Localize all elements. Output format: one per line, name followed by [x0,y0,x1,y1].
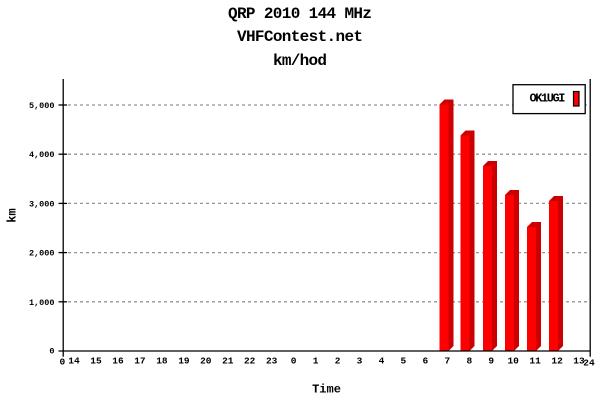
svg-text:21: 21 [222,356,234,367]
svg-text:16: 16 [112,356,124,367]
svg-text:22: 22 [244,356,256,367]
svg-text:7: 7 [444,356,450,367]
svg-text:4: 4 [379,356,385,367]
svg-text:km/hod: km/hod [273,52,327,70]
svg-text:0: 0 [59,357,65,368]
svg-text:4,000: 4,000 [29,150,55,160]
svg-text:5: 5 [401,356,407,367]
svg-text:2: 2 [335,356,341,367]
svg-text:3: 3 [357,356,363,367]
svg-text:Time: Time [312,383,341,397]
svg-text:15: 15 [90,356,102,367]
svg-text:13: 13 [573,356,585,367]
svg-text:OK1UGI: OK1UGI [530,92,566,106]
svg-text:9: 9 [488,356,494,367]
svg-text:1: 1 [313,356,319,367]
svg-text:0: 0 [291,356,297,367]
svg-text:QRP 2010 144 MHz: QRP 2010 144 MHz [228,5,372,23]
svg-text:0: 0 [49,347,54,357]
svg-text:10: 10 [507,356,519,367]
svg-text:11: 11 [529,356,541,367]
svg-text:17: 17 [134,356,146,367]
svg-text:19: 19 [178,356,190,367]
svg-text:1,000: 1,000 [29,298,55,308]
svg-text:2,000: 2,000 [29,249,55,259]
svg-text:5,000: 5,000 [29,101,55,111]
svg-text:18: 18 [156,356,168,367]
svg-text:20: 20 [200,356,212,367]
svg-text:24: 24 [583,358,595,369]
svg-text:8: 8 [466,356,472,367]
svg-text:14: 14 [68,356,80,367]
svg-text:12: 12 [551,356,563,367]
svg-text:VHFContest.net: VHFContest.net [237,28,363,46]
svg-text:23: 23 [266,356,278,367]
svg-text:km: km [6,208,20,222]
svg-text:6: 6 [423,356,429,367]
svg-text:3,000: 3,000 [29,199,55,209]
